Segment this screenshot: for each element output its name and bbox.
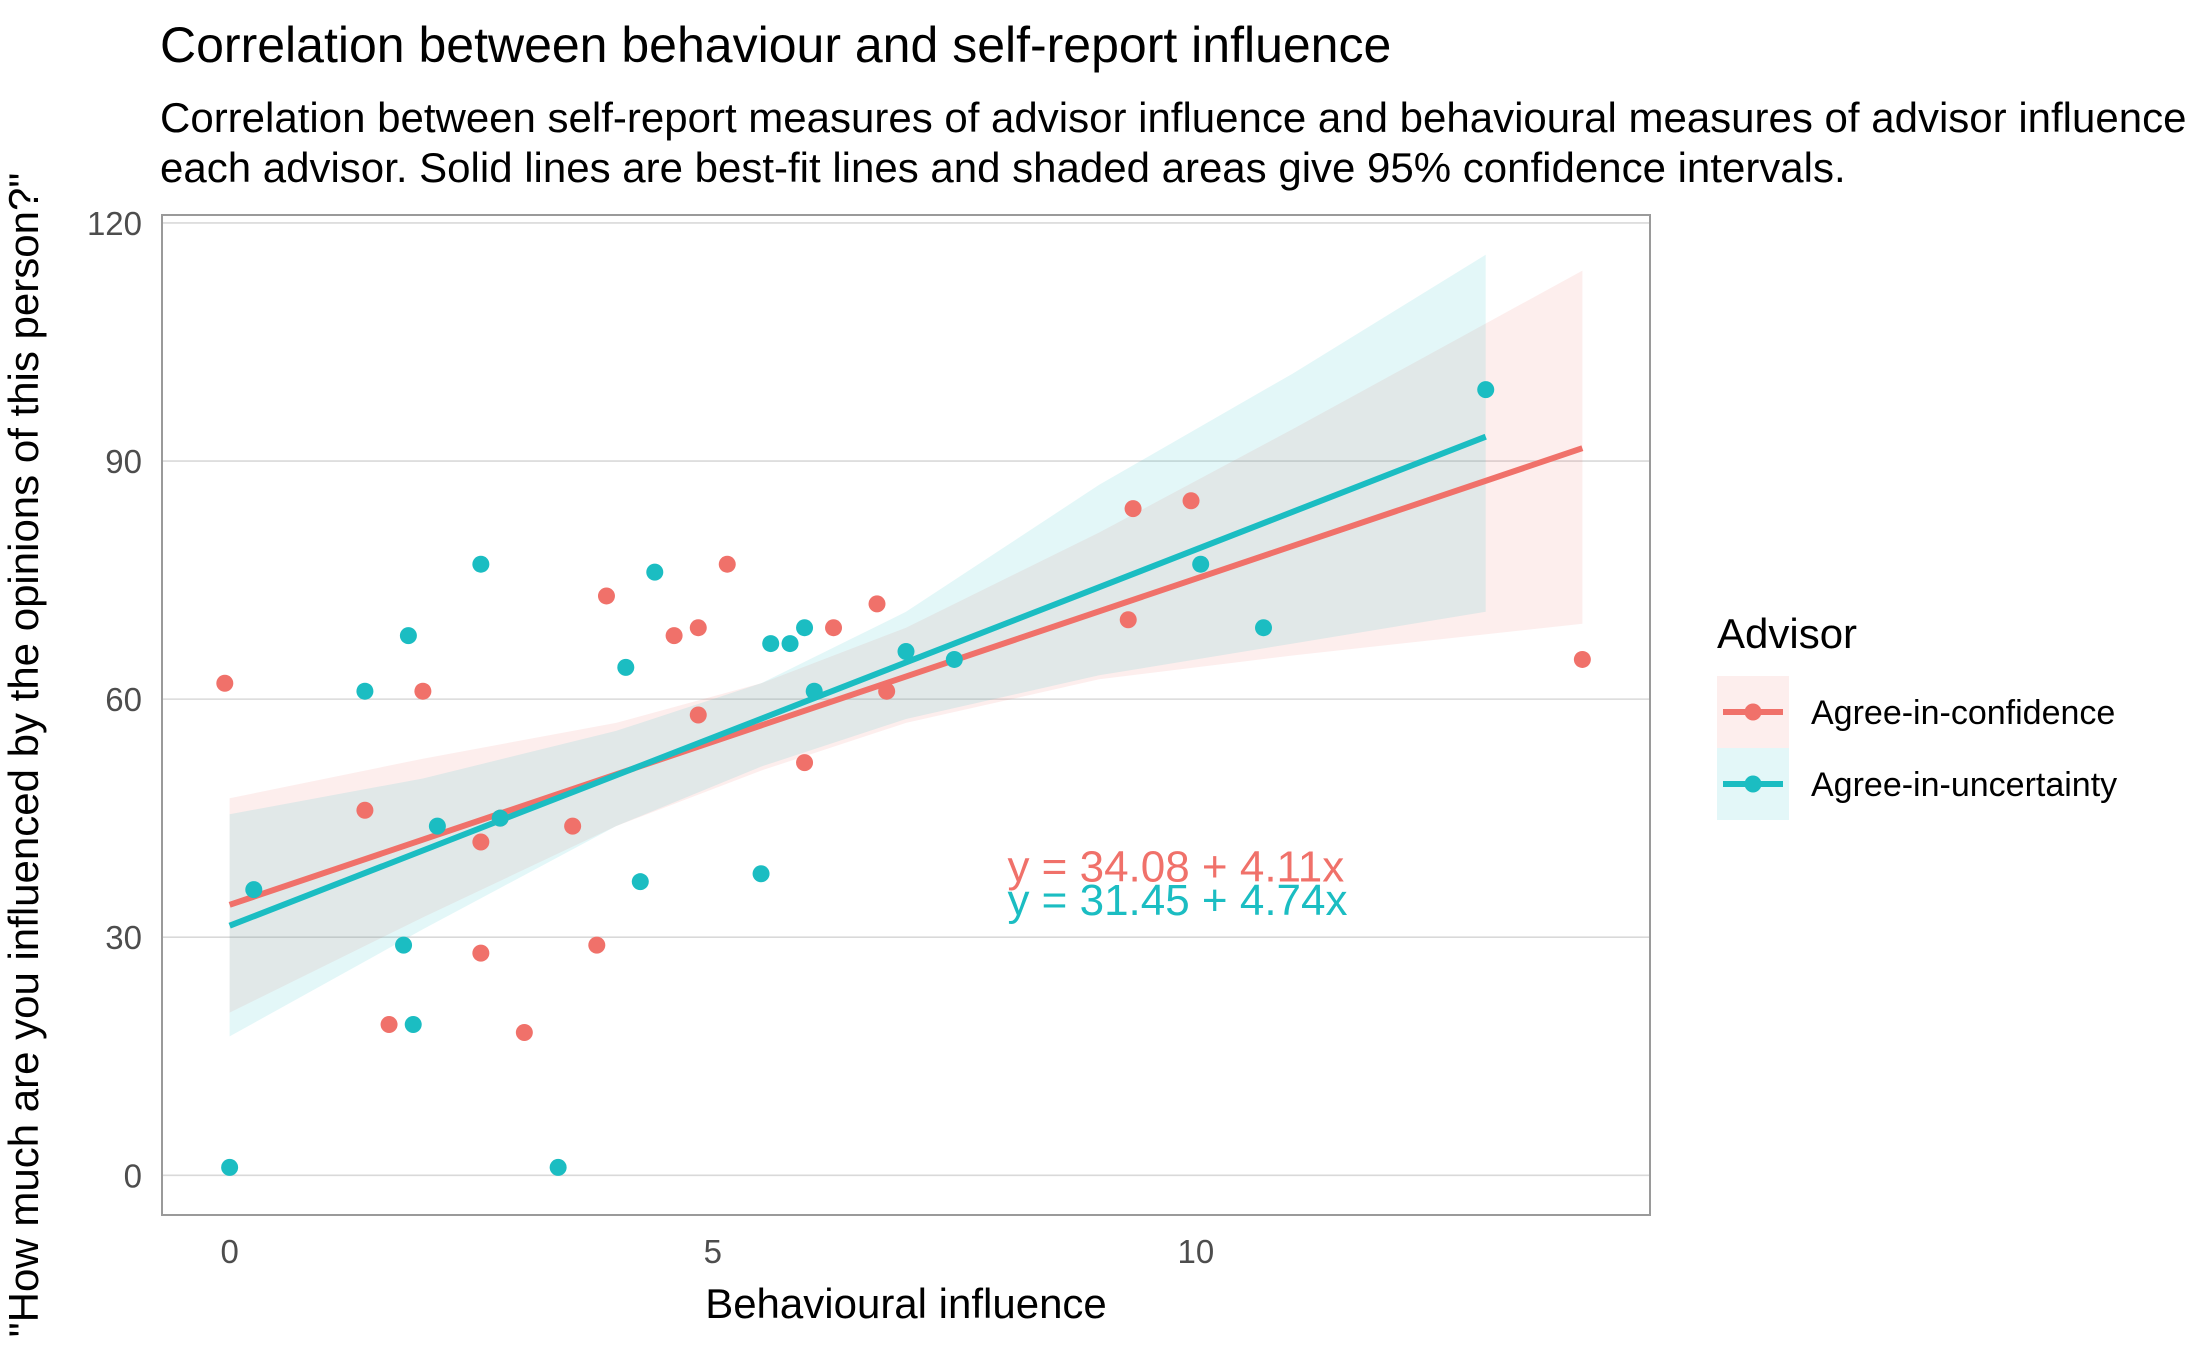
legend-label: Agree-in-confidence	[1811, 694, 2115, 732]
legend-entry: Agree-in-confidence	[1717, 676, 2115, 748]
data-point	[665, 627, 683, 645]
data-point	[825, 619, 843, 637]
regression-equation: y = 34.08 + 4.11x	[1007, 843, 1344, 892]
data-point	[564, 817, 582, 835]
y-tick-label: 90	[105, 443, 142, 480]
legend-entries: Agree-in-confidence Agree-in-uncertainty	[1717, 676, 2117, 820]
fit-line	[228, 433, 1487, 929]
x-axis-title: Behavioural influence	[705, 1280, 1107, 1327]
y-tick-label: 60	[105, 681, 142, 718]
x-tick-label: 0	[220, 1233, 238, 1270]
confidence-band	[229, 254, 1486, 1037]
data-point	[762, 635, 780, 653]
chart-subtitle-line-2: each advisor. Solid lines are best-fit l…	[160, 144, 1846, 191]
data-point	[631, 873, 649, 891]
fit-line	[228, 445, 1584, 908]
x-tick-label: 10	[1178, 1233, 1215, 1270]
data-point	[491, 809, 509, 827]
regression-equation: y = 31.45 + 4.74x	[1007, 876, 1347, 925]
legend-entry: Agree-in-uncertainty	[1717, 748, 2117, 820]
y-axis-title: "How much are you influenced by the opin…	[0, 173, 47, 1338]
data-point	[1119, 611, 1137, 629]
data-point	[221, 1158, 239, 1176]
legend-key-point	[1744, 775, 1762, 793]
data-point	[472, 555, 490, 573]
data-point	[1182, 492, 1200, 510]
data-point	[472, 833, 490, 851]
data-point	[549, 1158, 567, 1176]
data-point	[404, 1016, 422, 1034]
data-point	[897, 643, 915, 661]
data-point	[428, 817, 446, 835]
y-tick-label: 120	[87, 205, 142, 242]
data-point	[399, 627, 417, 645]
legend: Advisor Agree-in-confidence Agree-in-unce…	[1717, 610, 2117, 820]
fit-lines	[228, 433, 1584, 929]
x-tick-label: 5	[704, 1233, 722, 1270]
data-point	[1192, 555, 1210, 573]
data-points	[216, 381, 1591, 1176]
data-point	[1124, 500, 1142, 518]
plot-panel-border	[161, 214, 1651, 1216]
data-point	[588, 936, 606, 954]
data-point	[718, 555, 736, 573]
plot-panel-background	[162, 215, 1650, 1215]
data-point	[356, 682, 374, 700]
data-point	[752, 865, 770, 883]
grid-lines	[162, 222, 1650, 1177]
data-point	[781, 635, 799, 653]
data-point	[356, 801, 374, 819]
data-point	[805, 682, 823, 700]
data-point	[796, 619, 814, 637]
data-point	[878, 682, 896, 700]
y-tick-label: 0	[124, 1157, 142, 1194]
data-point	[380, 1016, 398, 1034]
data-point	[868, 595, 886, 613]
data-point	[1573, 650, 1591, 668]
data-point	[1477, 381, 1495, 399]
data-point	[796, 754, 814, 772]
data-point	[689, 706, 707, 724]
y-axis-ticks: 0 30 60 90 120	[87, 205, 142, 1194]
chart-title: Correlation between behaviour and self-r…	[160, 17, 1391, 73]
data-point	[414, 682, 432, 700]
data-point	[472, 944, 490, 962]
data-point	[515, 1023, 533, 1041]
data-point	[945, 650, 963, 668]
data-point	[617, 658, 635, 676]
legend-label: Agree-in-uncertainty	[1811, 766, 2117, 804]
data-point	[689, 619, 707, 637]
data-point	[1255, 619, 1273, 637]
x-axis-ticks: 0 5 10	[220, 1233, 1214, 1270]
y-tick-label: 30	[105, 919, 142, 956]
legend-key-point	[1744, 703, 1762, 721]
chart-subtitle-line-1: Correlation between self-report measures…	[160, 94, 2187, 141]
data-point	[245, 881, 263, 899]
data-point	[597, 587, 615, 605]
data-point	[395, 936, 413, 954]
data-point	[216, 674, 234, 692]
data-point	[646, 563, 664, 581]
legend-title: Advisor	[1717, 610, 1857, 657]
